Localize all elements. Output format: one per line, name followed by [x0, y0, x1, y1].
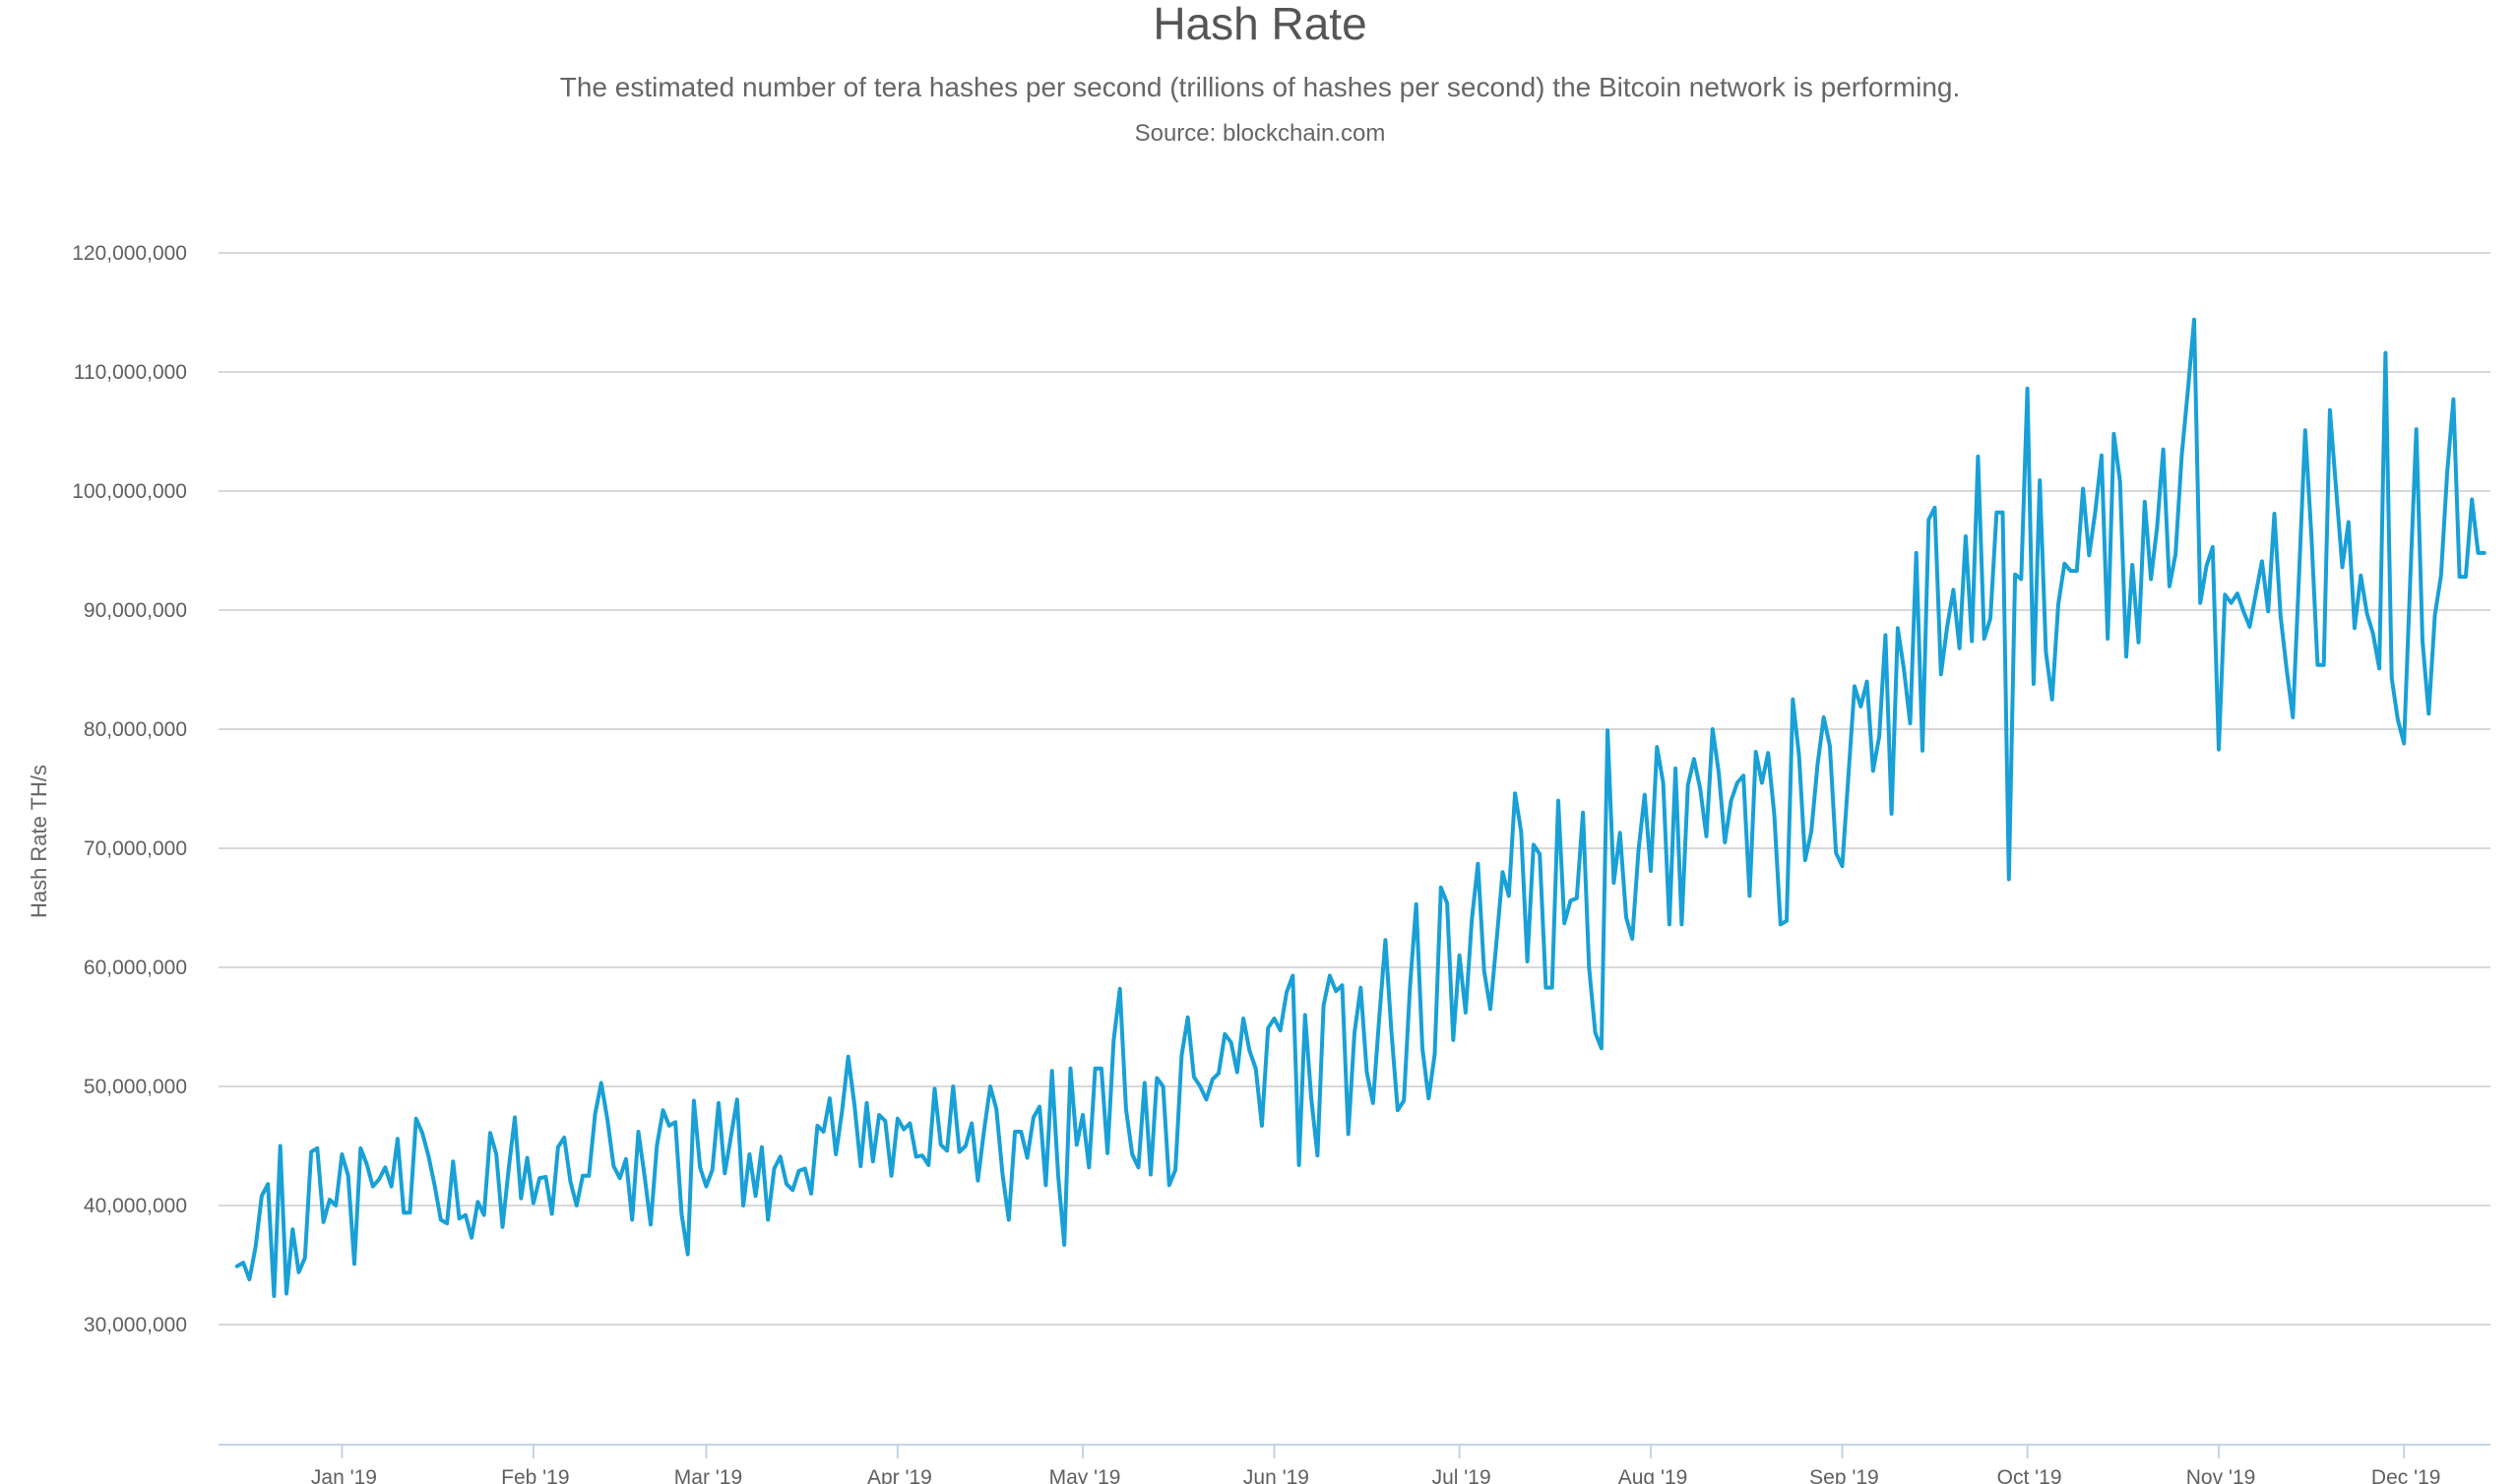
y-tick-label: 110,000,000 [74, 361, 187, 384]
x-tick-label: Aug '19 [1618, 1466, 1688, 1484]
x-tick-label: Jan '19 [311, 1466, 377, 1484]
x-tick-label: Sep '19 [1809, 1466, 1879, 1484]
x-tick-label: Feb '19 [501, 1466, 569, 1484]
gridlines [219, 252, 2490, 1326]
y-tick-label: 80,000,000 [84, 718, 187, 741]
y-tick-label: 40,000,000 [84, 1195, 187, 1217]
y-tick-label: 70,000,000 [84, 837, 187, 860]
x-tick-label: Nov '19 [2186, 1466, 2256, 1484]
y-tick-label: 30,000,000 [84, 1314, 187, 1336]
x-tick-label: May '19 [1049, 1466, 1121, 1484]
x-tick-label: Oct '19 [1997, 1466, 2062, 1484]
series-group [234, 317, 2487, 1298]
y-tick-label: 60,000,000 [84, 957, 187, 979]
y-tick-label: 50,000,000 [84, 1076, 187, 1098]
x-tick-label: Dec '19 [2371, 1466, 2441, 1484]
y-tick-label: 120,000,000 [72, 242, 187, 265]
hash-rate-series-line [234, 317, 2487, 1298]
y-tick-label: 100,000,000 [72, 480, 187, 503]
y-tick-label: 90,000,000 [84, 599, 187, 622]
y-axis-labels: 30,000,000 40,000,000 50,000,000 60,000,000… [72, 242, 187, 1336]
chart-subtitle: The estimated number of tera hashes per … [560, 72, 1961, 102]
x-tick-label: Jul '19 [1432, 1466, 1491, 1484]
chart-source: Source: blockchain.com [1135, 120, 1386, 147]
x-tick-label: Mar '19 [674, 1466, 742, 1484]
x-tick-label: Jun '19 [1243, 1466, 1309, 1484]
x-axis: Jan '19 Feb '19 Mar '19 Apr '19 May '19 Jun '… [219, 1444, 2490, 1484]
y-axis-title: Hash Rate TH/s [27, 765, 51, 918]
chart-title: Hash Rate [1153, 0, 1366, 49]
x-tick-label: Apr '19 [867, 1466, 932, 1484]
